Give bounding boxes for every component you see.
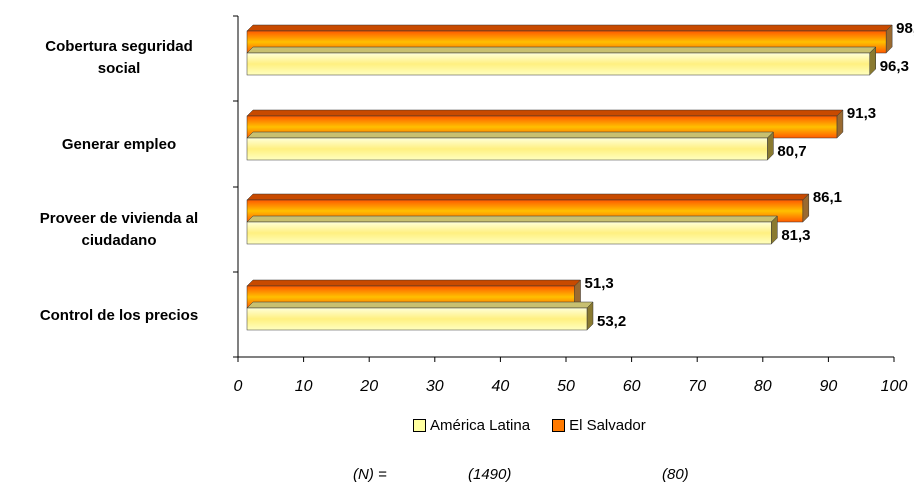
bar-america-latina-1 xyxy=(246,137,768,161)
data-label-america-latina-2: 81,3 xyxy=(781,227,810,244)
category-label-line: Control de los precios xyxy=(39,307,199,324)
legend-label-america-latina: América Latina xyxy=(430,416,531,434)
footnote-n-el-salvador: (80) xyxy=(662,466,689,483)
category-label-2: Proveer de vivienda al ciudadano xyxy=(4,208,234,252)
bar-top-el-salvador-2 xyxy=(246,193,810,201)
legend-swatch-america-latina xyxy=(413,418,426,432)
category-label-line: Cobertura seguridad xyxy=(45,38,193,55)
footnote-n-latin-america: (1490) xyxy=(468,466,512,483)
x-tick-label: 0 xyxy=(234,378,243,395)
x-tick-label: 10 xyxy=(295,378,313,395)
legend-label-el-salvador: El Salvador xyxy=(569,416,646,434)
footnote-n-label: (N) = xyxy=(353,466,387,483)
x-tick-label: 70 xyxy=(688,378,706,395)
data-label-america-latina-0: 96,3 xyxy=(880,58,909,75)
category-label-line: social xyxy=(97,60,141,77)
legend-swatch-el-salvador xyxy=(552,418,566,432)
data-label-el-salvador-0: 98,8 xyxy=(896,20,914,37)
bar-top-america-latina-3 xyxy=(246,301,594,309)
x-tick-label: 80 xyxy=(754,378,772,395)
category-label-line: Proveer de vivienda al xyxy=(39,210,199,227)
data-label-el-salvador-3: 51,3 xyxy=(585,275,614,292)
legend-item-america-latina: América Latina xyxy=(413,417,530,434)
bar-top-america-latina-1 xyxy=(246,131,774,139)
x-tick-label: 100 xyxy=(881,378,908,395)
data-label-america-latina-1: 80,7 xyxy=(777,143,806,160)
bar-america-latina-3 xyxy=(246,307,588,331)
bar-america-latina-0 xyxy=(246,52,870,76)
legend: América Latina El Salvador xyxy=(413,415,668,435)
x-tick-label: 60 xyxy=(623,378,641,395)
category-label-0: Cobertura seguridad social xyxy=(4,36,234,80)
bar-top-america-latina-0 xyxy=(246,46,877,54)
data-label-el-salvador-2: 86,1 xyxy=(813,189,842,206)
category-label-3: Control de los precios xyxy=(4,305,234,327)
legend-item-el-salvador: El Salvador xyxy=(552,417,646,434)
bar-top-america-latina-2 xyxy=(246,215,778,223)
data-label-america-latina-3: 53,2 xyxy=(597,313,626,330)
x-tick-label: 90 xyxy=(820,378,838,395)
category-label-1: Generar empleo xyxy=(4,134,234,156)
category-label-line: Generar empleo xyxy=(61,136,177,153)
bar-top-el-salvador-3 xyxy=(246,279,582,287)
x-tick-label: 40 xyxy=(492,378,510,395)
bar-america-latina-2 xyxy=(246,221,772,245)
category-label-line: ciudadano xyxy=(81,232,157,249)
x-tick-label: 50 xyxy=(557,378,575,395)
bar-top-el-salvador-0 xyxy=(246,24,893,32)
bar-top-el-salvador-1 xyxy=(246,109,844,117)
x-tick-label: 20 xyxy=(359,378,378,395)
x-tick-label: 30 xyxy=(426,378,444,395)
data-label-el-salvador-1: 91,3 xyxy=(847,105,876,122)
